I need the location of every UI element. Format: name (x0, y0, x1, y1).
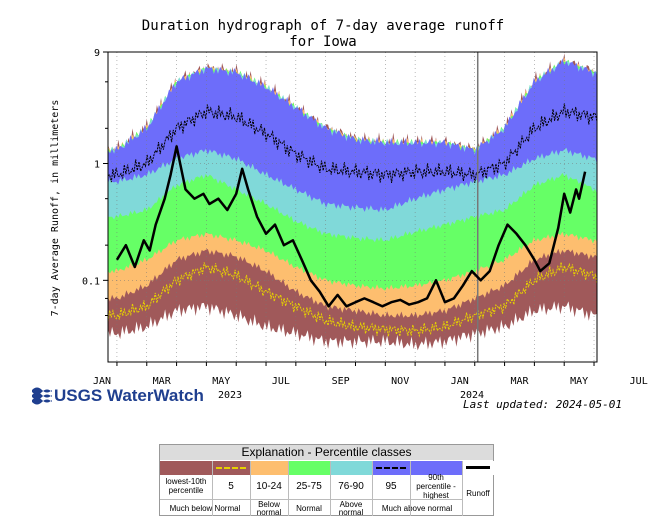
year-label-2024: 2024 (460, 390, 484, 401)
x-tick-label: JAN (93, 376, 111, 387)
swatch-above (330, 461, 372, 475)
class-above-normal: Above normal (330, 499, 372, 517)
gridlines (108, 52, 597, 362)
x-tick-label: MAR (153, 376, 172, 387)
y-tick-label: 0.1 (82, 276, 100, 287)
chart-title: Duration hydrograph of 7-day average run… (142, 18, 504, 34)
x-tick-label: MAY (570, 376, 588, 387)
plot-area (107, 51, 598, 363)
label-5: 5 (228, 480, 234, 492)
plot-frame (107, 51, 598, 363)
usgs-logo[interactable]: USGS WaterWatch (32, 384, 232, 406)
hydrograph-chart: Duration hydrograph of 7-day average run… (50, 18, 648, 411)
swatch-runoff-line (462, 461, 494, 475)
y-axis-ticks: 910.1 (82, 48, 108, 317)
legend-title: Explanation - Percentile classes (160, 445, 493, 460)
class-much-above-normal: Much above normal (372, 499, 462, 517)
label-95: 95 (385, 480, 397, 492)
band-much-above-normal (108, 58, 597, 213)
chart-title-line2: for Iowa (289, 34, 356, 50)
label-76-90: 76-90 (338, 480, 364, 492)
x-tick-label: JAN (451, 376, 469, 387)
y-axis-label: 7-day Average Runoff, in millimeters (50, 100, 61, 317)
x-tick-label: JUL (272, 376, 290, 387)
x-tick-label: MAY (212, 376, 230, 387)
y-tick-label: 1 (94, 159, 100, 170)
x-axis-ticks: JANMARMAYJULSEPNOVJANMARMAYJULSEPNOV (93, 362, 648, 387)
runoff-line (115, 145, 587, 308)
swatch-much-above (410, 461, 462, 475)
logo-text: USGS WaterWatch (54, 386, 204, 405)
label-90th-highest: 90th percentile -highest (416, 472, 456, 500)
y-tick-label: 9 (94, 48, 100, 59)
usgs-logo-mark: USGS WaterWatch (32, 386, 204, 405)
label-10-24: 10-24 (256, 480, 282, 492)
x-tick-label: SEP (332, 376, 350, 387)
swatch-p5-line (212, 461, 250, 475)
label-25-75: 25-75 (296, 480, 322, 492)
class-much-below-normal: Much below Normal (160, 499, 250, 517)
x-tick-label: MAR (510, 376, 529, 387)
swatch-much-below (160, 461, 212, 475)
x-tick-label: NOV (391, 376, 409, 387)
legend: Explanation - Percentile classes lowest-… (159, 444, 494, 516)
year-label-2023: 2023 (218, 390, 242, 401)
swatch-normal (288, 461, 330, 475)
percentile-95-line (107, 103, 598, 183)
swatch-p95-line (372, 461, 410, 475)
label-runoff: Runoff (466, 488, 490, 498)
class-below-normal: Below normal (250, 499, 288, 517)
class-normal: Normal (288, 499, 330, 517)
last-updated: Last updated: 2024-05-01 (463, 398, 622, 411)
swatch-below (250, 461, 288, 475)
percentile-5-line (107, 262, 598, 338)
label-lowest-10th: lowest-10th percentile (165, 477, 207, 495)
x-tick-label: JUL (630, 376, 648, 387)
